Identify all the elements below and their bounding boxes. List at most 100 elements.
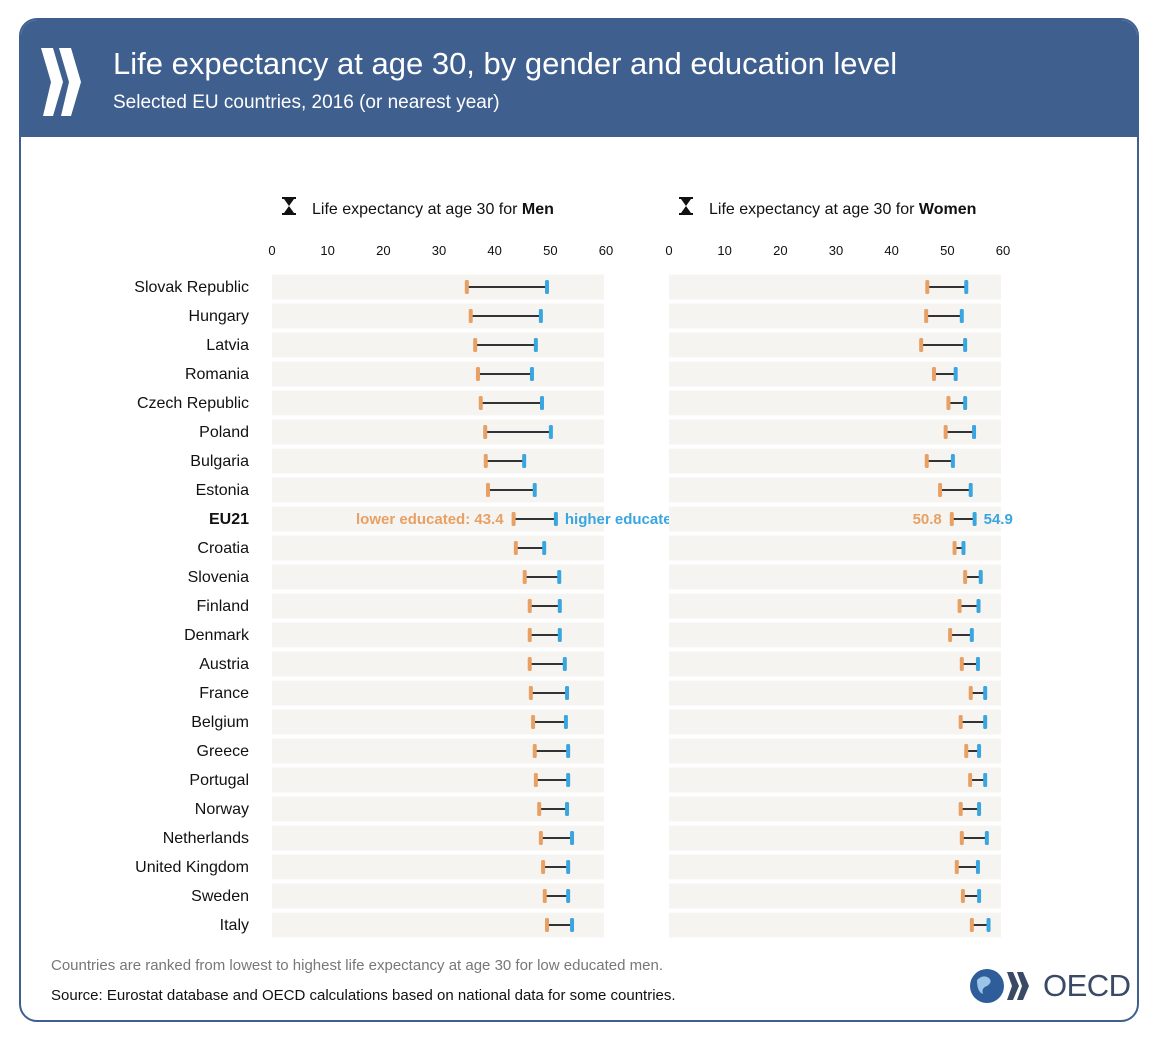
higher-educated-marker	[969, 628, 974, 642]
country-label: Sweden	[191, 888, 249, 905]
country-label: Croatia	[197, 540, 249, 557]
higher-educated-marker	[959, 309, 964, 323]
panel-title-gender: Women	[919, 201, 976, 218]
chart-subtitle: Selected EU countries, 2016 (or nearest …	[113, 92, 500, 113]
lower-educated-marker	[958, 802, 963, 816]
oecd-logo-text: OECD	[1043, 968, 1131, 1003]
higher-educated-marker	[553, 512, 558, 526]
higher-educated-marker	[972, 425, 977, 439]
higher-educated-marker	[964, 280, 969, 294]
lower-educated-marker	[969, 918, 974, 932]
higher-educated-marker	[539, 396, 544, 410]
higher-educated-marker	[557, 570, 562, 584]
x-tick-label: 40	[884, 243, 898, 258]
source-note: Source: Eurostat database and OECD calcu…	[51, 987, 676, 1004]
header: Life expectancy at age 30, by gender and…	[21, 20, 1137, 137]
higher-educated-marker	[963, 338, 968, 352]
lower-educated-marker	[485, 483, 490, 497]
higher-educated-marker	[961, 541, 966, 555]
lower-educated-marker	[959, 831, 964, 845]
country-label: Austria	[199, 656, 249, 673]
higher-educated-marker	[570, 831, 575, 845]
lower-educated-marker	[968, 773, 973, 787]
lower-educated-marker	[542, 889, 547, 903]
higher-educated-marker	[566, 773, 571, 787]
lower-educated-marker	[963, 570, 968, 584]
higher-educated-marker	[570, 918, 575, 932]
row-band	[669, 535, 1001, 561]
lower-educated-marker	[464, 280, 469, 294]
x-tick-label: 20	[376, 243, 390, 258]
x-tick-label: 60	[996, 243, 1010, 258]
higher-educated-marker	[977, 744, 982, 758]
country-label: Slovak Republic	[134, 279, 249, 296]
row-band	[669, 738, 1001, 764]
higher-educated-marker	[529, 367, 534, 381]
higher-educated-marker	[975, 860, 980, 874]
row-band	[272, 303, 604, 329]
oecd-logo: OECD	[969, 966, 1131, 1006]
x-tick-label: 0	[268, 243, 275, 258]
higher-educated-marker	[532, 483, 537, 497]
country-label: Norway	[195, 801, 249, 818]
hourglass-icon	[282, 197, 296, 215]
higher-educated-marker	[562, 657, 567, 671]
row-band	[669, 767, 1001, 793]
country-label: Belgium	[191, 714, 249, 731]
lower-educated-marker	[957, 599, 962, 613]
lower-educated-marker	[483, 425, 488, 439]
country-label: France	[199, 685, 249, 702]
lower-educated-marker	[959, 657, 964, 671]
country-label: Finland	[197, 598, 249, 615]
country-label: EU21	[209, 511, 249, 528]
eu21-lower-label: lower educated: 43.4	[356, 511, 504, 528]
x-tick-label: 20	[773, 243, 787, 258]
lower-educated-marker	[527, 628, 532, 642]
higher-educated-marker	[986, 918, 991, 932]
x-tick-label: 40	[487, 243, 501, 258]
ranking-note: Countries are ranked from lowest to high…	[51, 957, 664, 974]
row-band	[669, 825, 1001, 851]
row-band	[669, 796, 1001, 822]
row-band	[669, 564, 1001, 590]
row-band	[272, 332, 604, 358]
row-band	[669, 709, 1001, 735]
lower-educated-marker	[946, 396, 951, 410]
row-band	[272, 390, 604, 416]
panel-title-prefix: Life expectancy at age 30 for	[709, 201, 919, 218]
lower-educated-marker	[949, 512, 954, 526]
higher-educated-marker	[557, 628, 562, 642]
eu21-lower-label: 50.8	[913, 511, 942, 528]
higher-educated-marker	[983, 686, 988, 700]
lower-educated-marker	[925, 280, 930, 294]
country-label: United Kingdom	[135, 859, 249, 876]
higher-educated-marker	[972, 512, 977, 526]
higher-educated-marker	[542, 541, 547, 555]
row-band	[669, 390, 1001, 416]
lower-educated-marker	[528, 686, 533, 700]
row-band	[272, 361, 604, 387]
row-band	[272, 274, 604, 300]
country-label: Czech Republic	[137, 395, 249, 412]
eu21-higher-label: 54.9	[984, 511, 1013, 528]
higher-educated-marker	[968, 483, 973, 497]
country-label: Greece	[197, 743, 250, 760]
higher-educated-marker	[522, 454, 527, 468]
lower-educated-marker	[544, 918, 549, 932]
x-tick-label: 30	[432, 243, 446, 258]
lower-educated-marker	[960, 889, 965, 903]
x-tick-label: 60	[599, 243, 613, 258]
lower-educated-marker	[531, 715, 536, 729]
lower-educated-marker	[483, 454, 488, 468]
country-label: Slovenia	[188, 569, 249, 586]
row-band	[272, 448, 604, 474]
lower-educated-marker	[475, 367, 480, 381]
higher-educated-marker	[565, 802, 570, 816]
country-label: Latvia	[206, 337, 249, 354]
higher-educated-marker	[538, 309, 543, 323]
row-band	[272, 419, 604, 445]
country-label: Portugal	[189, 772, 249, 789]
higher-educated-marker	[557, 599, 562, 613]
x-tick-label: 50	[940, 243, 954, 258]
row-band	[669, 593, 1001, 619]
